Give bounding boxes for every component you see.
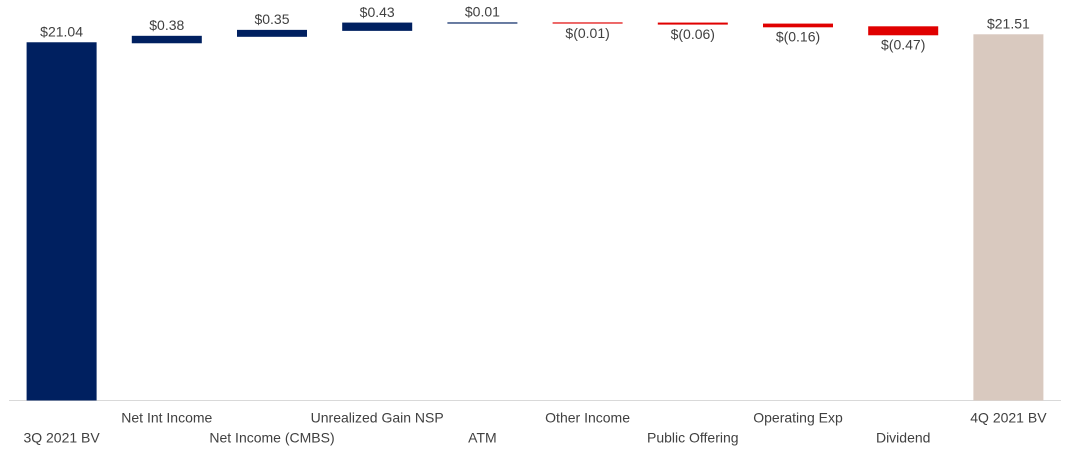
bar: [762, 23, 834, 28]
value-label: $21.51: [987, 15, 1030, 31]
x-tick-label: Net Int Income: [121, 410, 212, 426]
x-tick-label: 3Q 2021 BV: [23, 430, 100, 446]
value-label: $0.43: [360, 4, 395, 20]
x-tick-label: ATM: [468, 430, 497, 446]
bar: [342, 22, 413, 31]
value-label: $0.38: [149, 17, 184, 33]
value-label: $(0.01): [565, 25, 609, 41]
x-tick-label: 4Q 2021 BV: [970, 410, 1047, 426]
bar: [868, 26, 939, 36]
x-tick-label: Operating Exp: [753, 410, 843, 426]
value-label: $0.01: [465, 4, 500, 20]
bar: [657, 22, 728, 25]
value-label: $(0.16): [776, 29, 820, 45]
x-tick-label: Unrealized Gain NSP: [311, 410, 444, 426]
value-label: $(0.47): [881, 36, 925, 52]
x-tick-label: Net Income (CMBS): [209, 430, 334, 446]
bar: [131, 35, 202, 44]
bar: [236, 29, 308, 37]
bar: [26, 42, 97, 401]
bar: [973, 34, 1044, 401]
x-tick-label: Public Offering: [647, 430, 739, 446]
value-label: $21.04: [40, 23, 83, 39]
x-tick-label: Other Income: [545, 410, 630, 426]
x-tick-label: Dividend: [876, 430, 930, 446]
value-label: $(0.06): [671, 26, 715, 42]
value-label: $0.35: [254, 11, 289, 27]
